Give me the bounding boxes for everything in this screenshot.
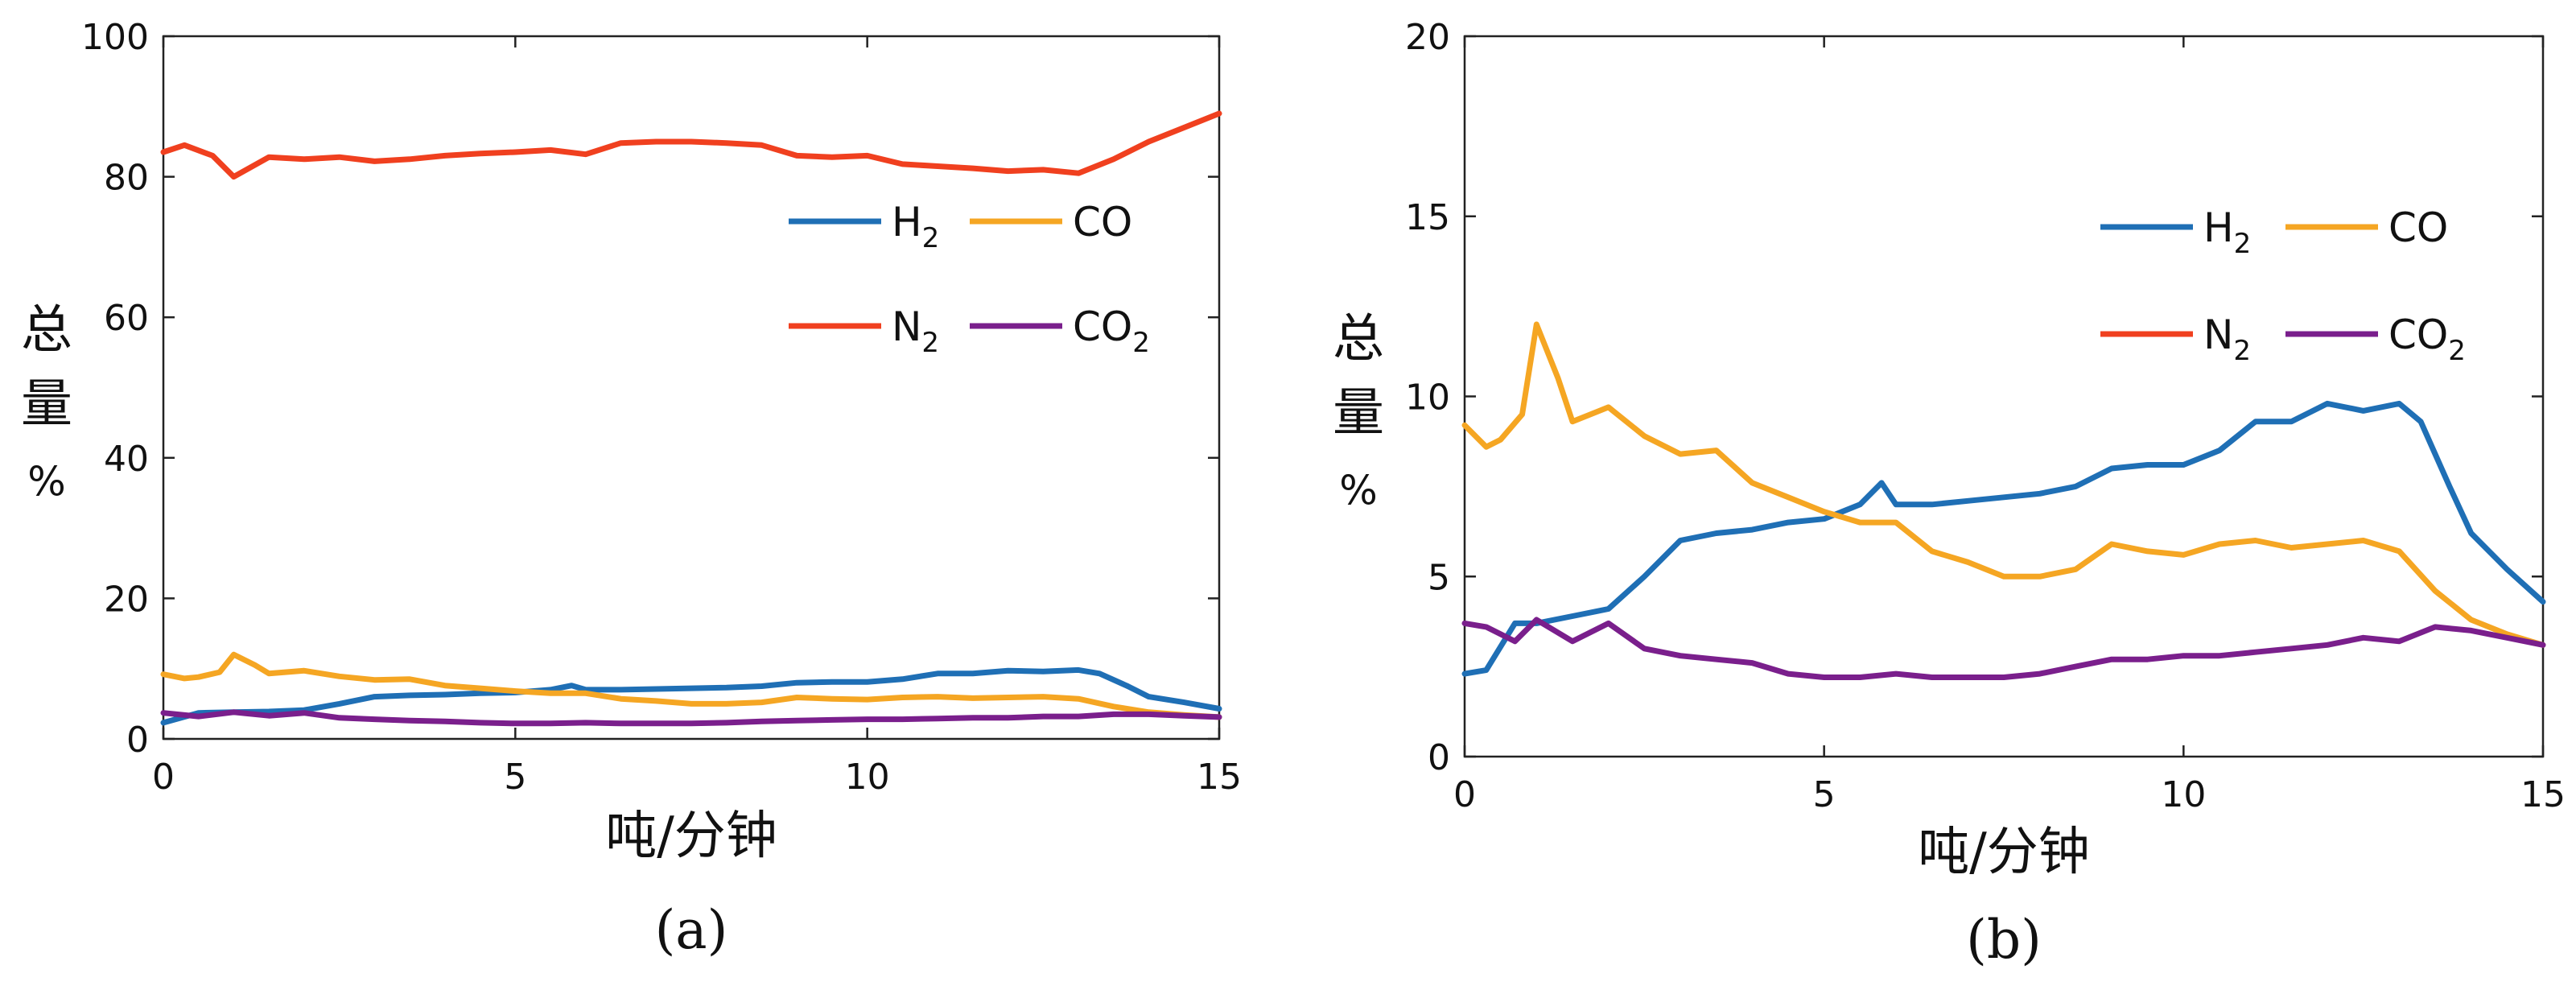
- legend-label-n2: N2: [892, 303, 939, 359]
- x-tick-label: 15: [2520, 774, 2566, 815]
- series-line-h2: [160, 666, 1222, 726]
- series-line-h2: [1461, 400, 2546, 677]
- legend-label-h2: H2: [892, 199, 939, 254]
- panel-a: 0 20 40 60 80 100 0 5 10 15 吨/分钟 总量% (a) H2 CO N2 CO2: [21, 17, 1242, 961]
- legend-label-co: CO: [2388, 204, 2448, 251]
- y-tick-label: 60: [104, 298, 149, 339]
- y-tick-label: 15: [1405, 197, 1450, 238]
- y-tick-label: 100: [81, 17, 149, 58]
- y-tick-label: 20: [104, 579, 149, 620]
- legend-label-h2: H2: [2203, 204, 2251, 260]
- panel-label: (a): [655, 899, 728, 961]
- series-line-co: [1461, 321, 2546, 648]
- x-tick-label: 0: [1453, 774, 1476, 815]
- y-axis-title: 总量%: [21, 301, 72, 505]
- y-tick-label: 0: [126, 720, 149, 761]
- y-tick-label: 0: [1428, 737, 1450, 778]
- panel-b: 0 5 10 15 20 0 5 10 15 吨/分钟 总量% (b) H2 CO N2 CO2: [1333, 17, 2566, 971]
- x-axis-title: 吨/分钟: [1918, 823, 2090, 882]
- x-tick-label: 5: [1813, 774, 1836, 815]
- y-tick-label: 5: [1428, 557, 1450, 598]
- y-tick-label: 80: [104, 158, 149, 199]
- x-tick-label: 15: [1197, 757, 1242, 798]
- plot-area: [1463, 35, 2545, 758]
- x-tick-label: 10: [845, 757, 890, 798]
- y-tick-label: 20: [1405, 17, 1450, 58]
- y-tick-label: 40: [104, 439, 149, 480]
- legend-label-co2: CO2: [2388, 311, 2466, 367]
- series-line-n2: [160, 110, 1222, 180]
- y-axis-title: 总量%: [1333, 310, 1384, 514]
- x-tick-label: 10: [2161, 774, 2206, 815]
- series-line-co2: [1461, 617, 2546, 680]
- legend-label-co: CO: [1073, 199, 1132, 245]
- plot-area: [162, 35, 1221, 741]
- series-line-co: [160, 651, 1222, 720]
- legend-label-co2: CO2: [1073, 303, 1150, 359]
- x-axis-title: 吨/分钟: [605, 807, 777, 866]
- x-tick-label: 0: [152, 757, 175, 798]
- panel-label: (b): [1966, 909, 2042, 971]
- y-tick-label: 10: [1405, 377, 1450, 419]
- x-tick-label: 5: [504, 757, 526, 798]
- series-line-co2: [160, 709, 1222, 727]
- legend-label-n2: N2: [2203, 311, 2251, 367]
